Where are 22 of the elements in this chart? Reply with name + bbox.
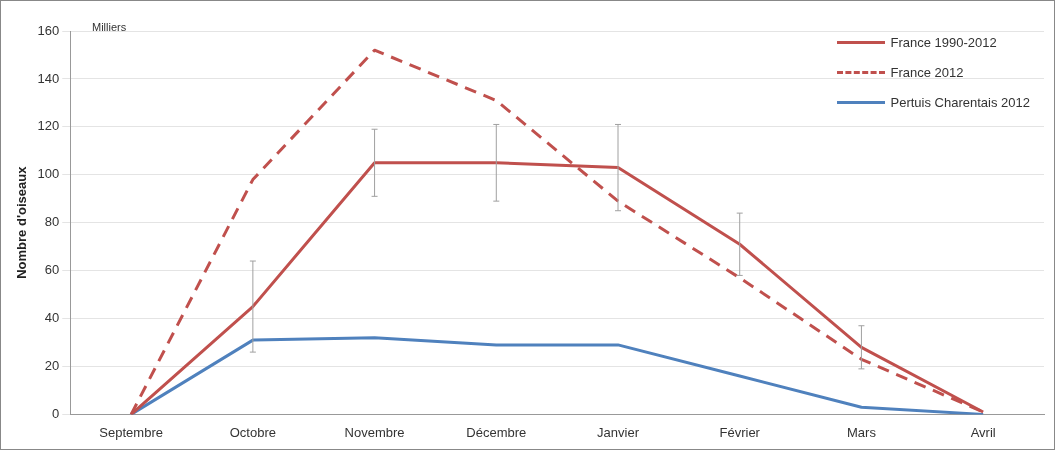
y-tick-label: 60	[44, 262, 60, 278]
y-tick-label: 0	[52, 405, 60, 421]
x-tick-label: Novembre	[344, 424, 405, 440]
legend-label: Pertuis Charentais 2012	[890, 94, 1030, 110]
annotation: Milliers	[92, 21, 127, 33]
y-tick-label: 100	[37, 166, 60, 182]
y-tick-label: 80	[44, 214, 60, 230]
y-tick-label: 160	[37, 22, 60, 38]
x-tick-label: Février	[719, 424, 761, 440]
y-tick-label: 20	[44, 358, 60, 374]
y-tick-label: 140	[37, 70, 60, 86]
x-tick-label: Septembre	[99, 424, 163, 440]
legend-label: France 1990-2012	[890, 34, 997, 50]
x-tick-label: Janvier	[597, 424, 640, 440]
x-tick-label: Décembre	[466, 424, 527, 440]
y-tick-label: 120	[37, 118, 60, 134]
legend-label: France 2012	[890, 64, 964, 80]
y-axis-title: Nombre d'oiseaux	[14, 165, 30, 279]
x-tick-label: Octobre	[229, 424, 276, 440]
y-tick-label: 40	[44, 310, 60, 326]
x-tick-label: Mars	[846, 424, 877, 440]
x-tick-label: Avril	[970, 424, 996, 440]
